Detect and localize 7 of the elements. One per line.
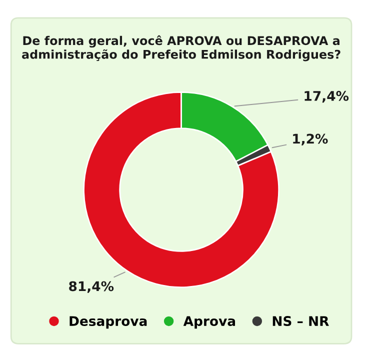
data-label: 1,2% <box>293 134 328 146</box>
chart-title: De forma geral, você APROVA ou DESAPROVA a administração do Prefeito Edmilson Rodrigues? <box>22 35 340 62</box>
legend-label: Desaprova <box>70 316 147 329</box>
data-label: 17,4% <box>304 90 349 103</box>
legend-label: NS – NR <box>272 316 329 326</box>
legend-label: Aprova <box>183 316 236 329</box>
data-label: 81,4% <box>69 281 114 293</box>
